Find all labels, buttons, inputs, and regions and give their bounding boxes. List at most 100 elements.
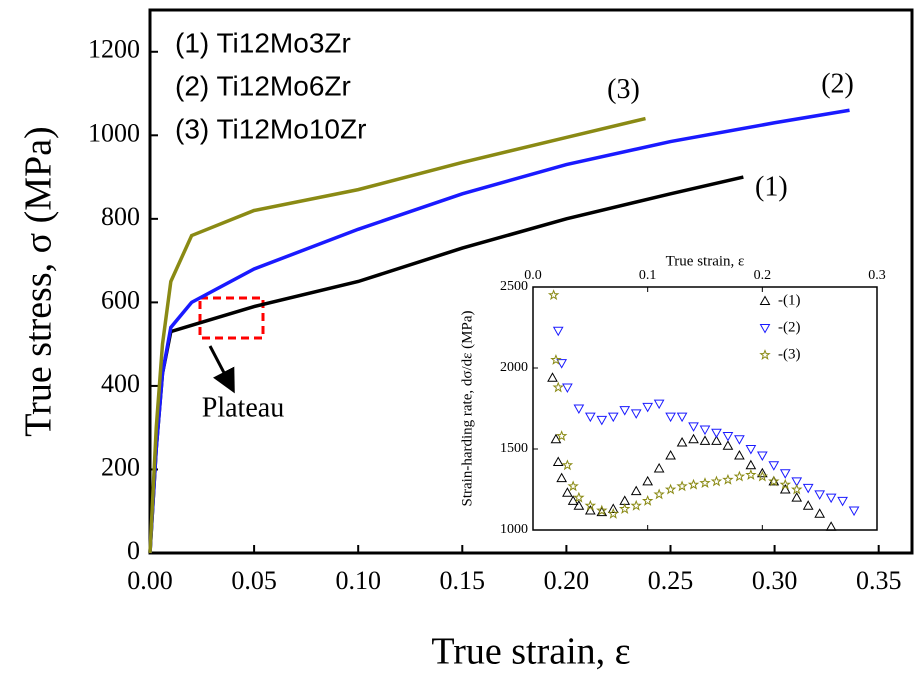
point [561,459,574,471]
x-axis-title: True strain, ε [666,253,745,269]
point [653,462,665,473]
point [552,456,564,466]
point [699,425,711,436]
point [567,480,579,492]
point [699,435,711,445]
point [745,459,757,470]
point [779,469,791,479]
point [768,475,780,486]
point [779,478,791,490]
point [791,483,803,495]
point [848,506,860,517]
y-tick-label: 2500 [500,279,528,294]
point [584,505,596,515]
point [619,503,631,514]
point [552,381,564,393]
curve [148,108,850,554]
x-tick-label: 0.20 [544,566,590,595]
legend-marker [759,324,771,334]
legend-label: -(3) [778,346,801,362]
point [734,449,745,460]
y-tick-label: 2000 [500,360,528,375]
point [676,412,688,423]
x-tick-label: 0.15 [440,566,486,595]
point [676,437,688,447]
point [584,412,596,423]
y-tick-label: 1000 [88,118,140,147]
y-tick-label: 1500 [500,441,528,456]
point [825,521,837,531]
x-tick-label: 0.00 [127,566,173,595]
curve-label: (1) [755,171,788,202]
point [676,480,688,492]
y-axis-title: Strain-harding rate, dσ/dε (MPa) [459,310,475,506]
point [547,372,558,382]
point [825,493,837,504]
point [596,504,608,516]
x-tick-label: 0.30 [752,566,798,595]
point [556,359,568,369]
point [619,406,631,416]
x-axis-title: True strain, ε [431,631,630,673]
y-tick-label: 1200 [88,35,140,64]
point [556,472,568,483]
point [555,430,568,442]
point [630,409,642,419]
point [567,495,579,505]
point [630,485,642,496]
point [642,475,654,486]
point [547,289,560,301]
point [837,496,848,507]
legend-label: -(1) [778,292,801,308]
point [550,433,562,444]
point [562,487,573,497]
point [745,469,757,480]
point [552,326,564,337]
point [779,483,791,494]
y-tick-label: 1000 [500,522,528,537]
legend-label: (1) Ti12Mo3Zr [175,27,351,58]
point [573,491,585,503]
point [710,475,723,487]
highlight-box [198,296,265,340]
point [573,500,585,510]
legend-marker [759,349,771,361]
point [664,483,677,495]
point [573,404,585,415]
point [722,473,734,485]
point [687,478,700,490]
point [550,354,562,365]
curve-label: (3) [607,74,640,105]
legend-label: -(2) [778,319,801,335]
point [814,490,826,500]
x-tick-label: 0.3 [868,268,886,283]
point [722,432,734,442]
y-tick-label: 0 [127,536,140,565]
y-tick-label: 400 [101,369,140,398]
x-tick-label: 0.05 [231,566,277,595]
point [665,449,676,460]
legend-label: (2) Ti12Mo6Zr [175,70,351,101]
point [607,412,619,423]
arrow [208,345,235,394]
x-tick-label: 0.0 [524,268,542,283]
point [584,499,597,511]
point [665,412,676,423]
point [756,451,768,461]
legend-marker [759,295,771,305]
point [642,402,654,413]
point [791,492,803,502]
point [768,475,780,487]
point [711,435,722,445]
point [653,399,665,410]
point [688,422,699,432]
x-tick-label: 0.10 [335,566,381,595]
point [699,477,711,489]
curve-label: (2) [821,69,854,100]
point [653,488,665,500]
point [711,428,722,439]
legend-label: (3) Ti12Mo10Zr [175,113,366,144]
x-tick-label: 0.25 [648,566,694,595]
point [756,467,768,478]
x-tick-label: 0.35 [856,566,902,595]
